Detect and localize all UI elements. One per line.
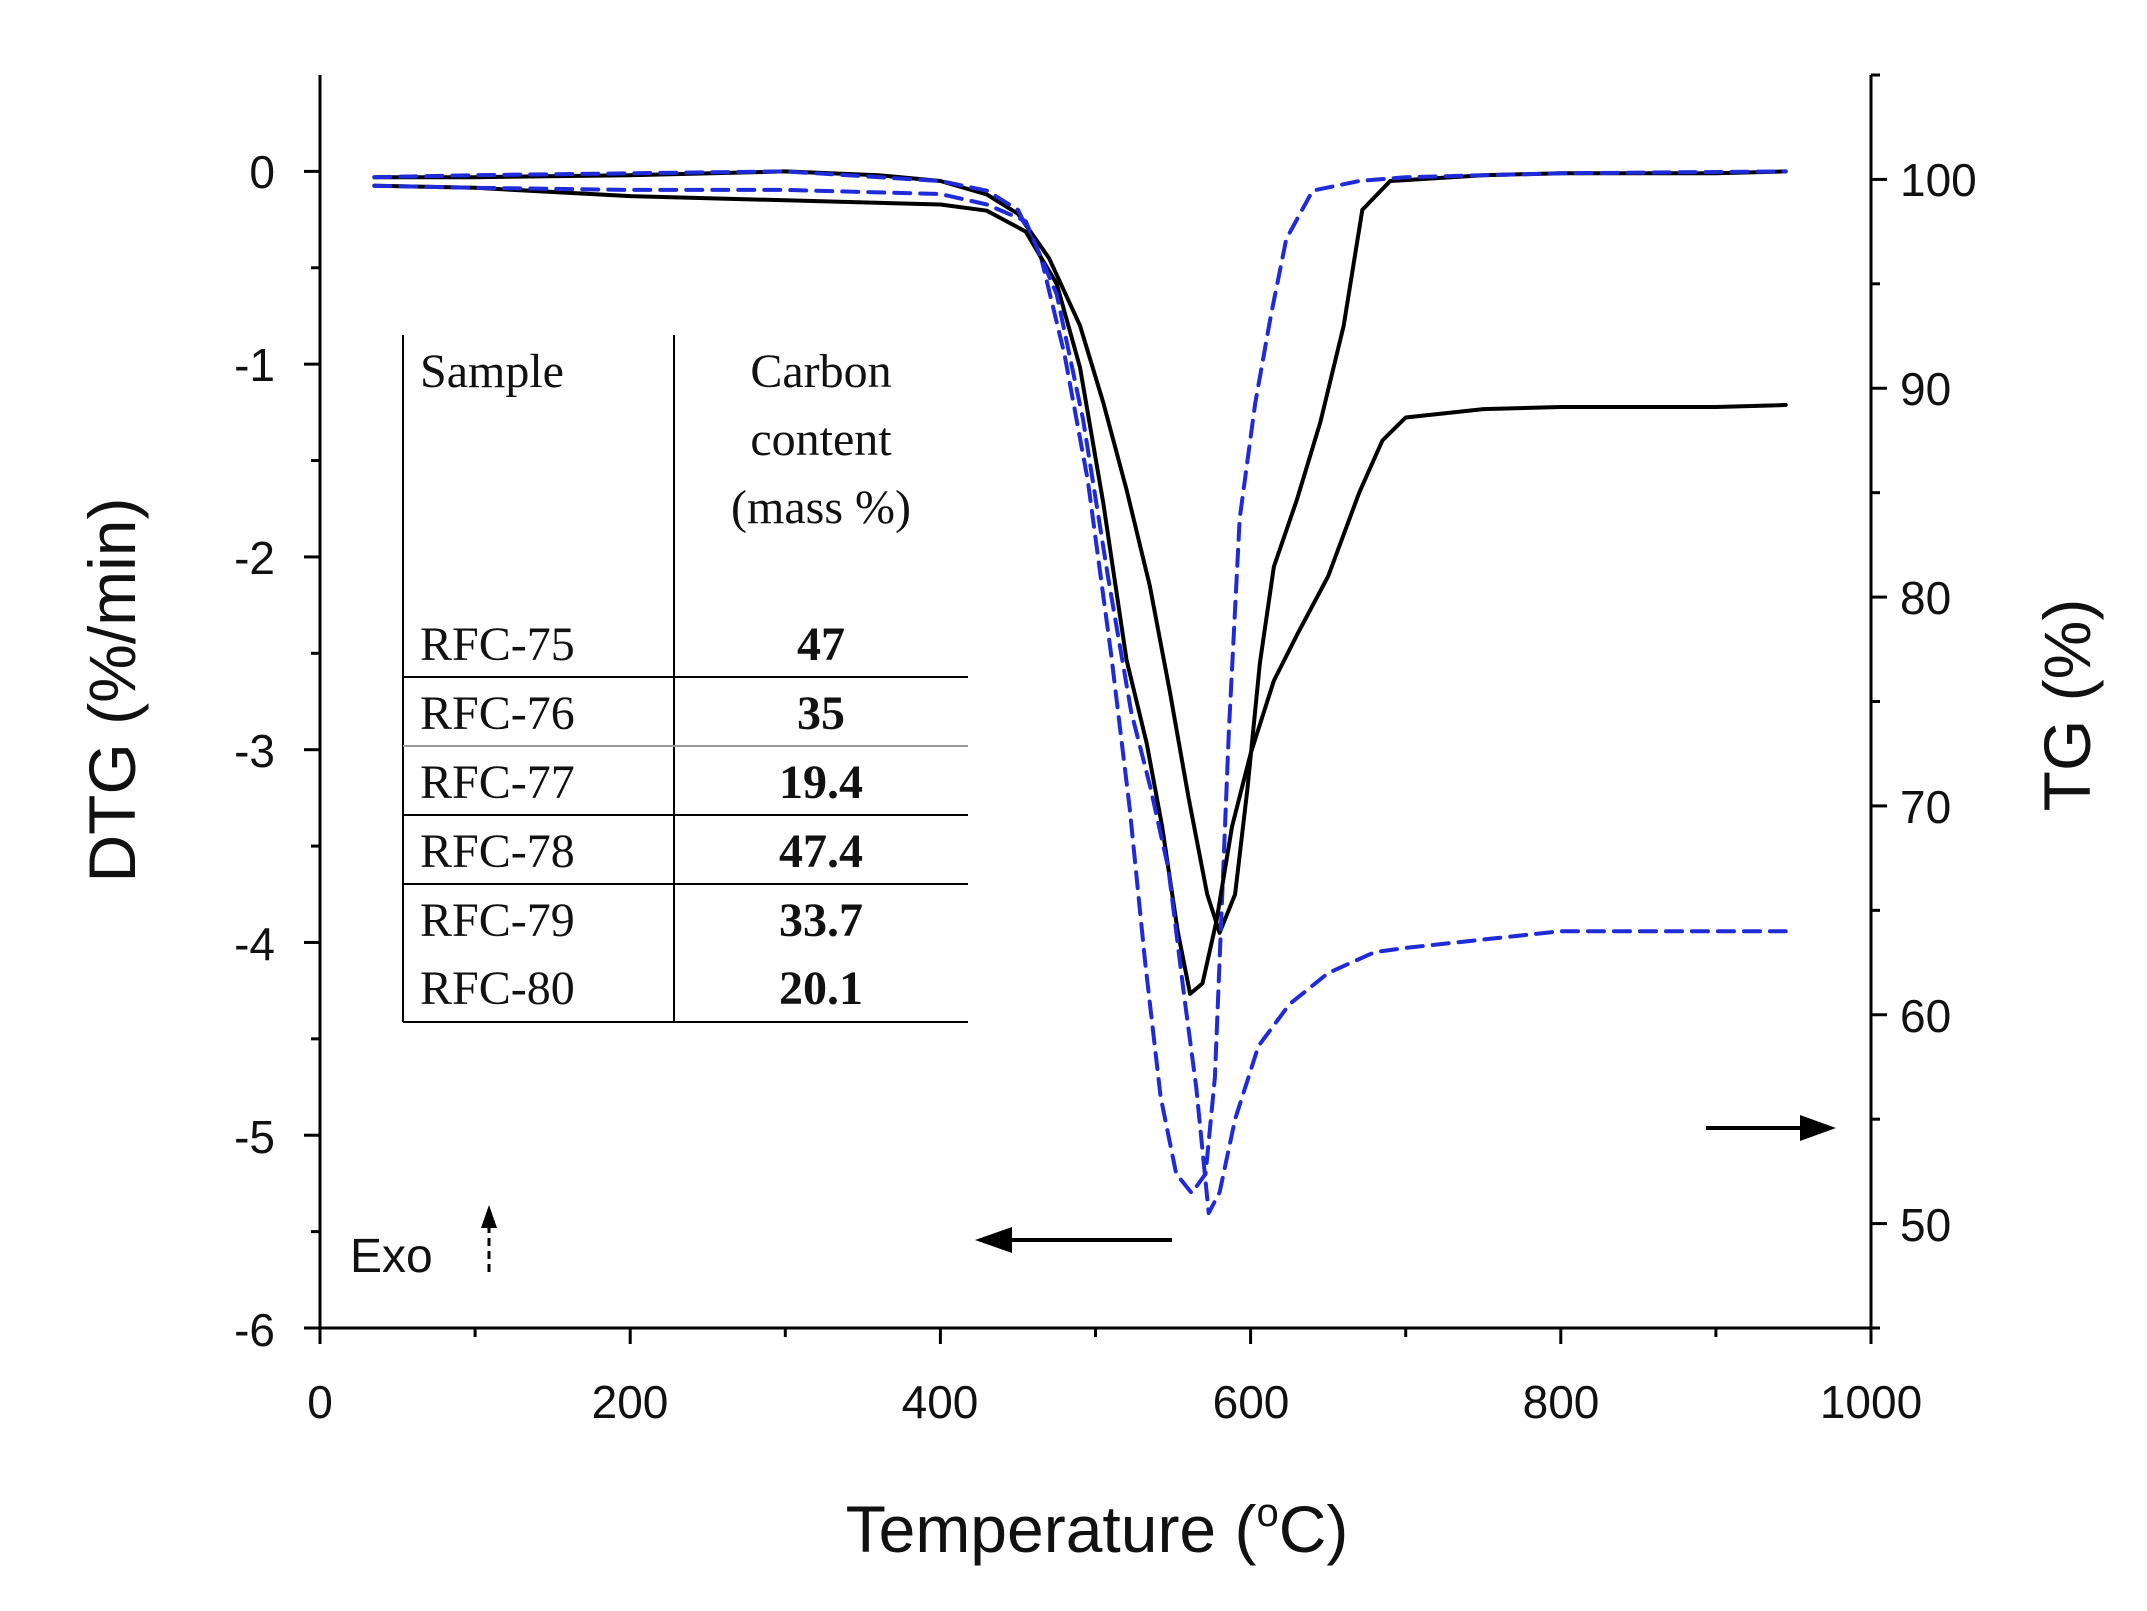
y-left-tick-labels: 0 -1 -2 -3 -4 -5 -6 (234, 146, 275, 1356)
y-left-tick-label: -3 (234, 725, 275, 777)
table-header-content: content (750, 413, 892, 466)
y-right-tick-label: 70 (1900, 781, 1951, 833)
y-left-tick-label: -5 (234, 1111, 275, 1163)
table-cell-sample: RFC-75 (420, 618, 575, 671)
left-arrow-head (975, 1227, 1012, 1253)
x-tick-label: 200 (592, 1376, 669, 1428)
table-cell-sample: RFC-80 (420, 962, 575, 1015)
x-axis-title-unit: C) (1279, 1492, 1349, 1566)
series-line-tg-solid (372, 183, 1788, 996)
y-left-tick-label: 0 (249, 146, 275, 198)
y-left-axis-title: DTG (%/min) (75, 498, 149, 883)
y-right-tick-label: 90 (1900, 363, 1951, 415)
x-tick-label: 0 (307, 1376, 333, 1428)
y-right-ticks (1871, 73, 1887, 1330)
y-right-tick-label: 60 (1900, 990, 1951, 1042)
y-left-ticks (304, 169, 320, 1330)
right-pointing-arrow (1706, 1115, 1836, 1141)
right-arrow-head (1800, 1115, 1836, 1141)
y-left-tick-label: -4 (234, 918, 275, 970)
y-right-tick-label: 100 (1900, 154, 1977, 206)
x-ticks (318, 1328, 1873, 1344)
table-cell-sample: RFC-76 (420, 687, 575, 740)
y-left-tick-label: -6 (234, 1304, 275, 1356)
table-header-mass: (mass %) (731, 481, 911, 534)
y-right-tick-labels: 100 90 80 70 60 50 (1900, 154, 1977, 1251)
x-axis-title: Temperature (oC) (846, 1491, 1349, 1566)
table-cell-carbon: 47.4 (779, 825, 863, 878)
x-tick-label: 400 (902, 1376, 979, 1428)
x-tick-label: 1000 (1820, 1376, 1922, 1428)
table-cell-carbon: 33.7 (779, 894, 863, 947)
table-cell-sample: RFC-78 (420, 825, 575, 878)
y-left-tick-label: -2 (234, 532, 275, 584)
carbon-content-table: Sample Carbon content (mass %) RFC-75 47… (402, 335, 968, 1023)
x-tick-label: 800 (1523, 1376, 1600, 1428)
series-layer (372, 169, 1788, 1216)
y-right-axis-title: TG (%) (2030, 599, 2104, 812)
y-right-tick-label: 80 (1900, 572, 1951, 624)
x-axis-title-main: Temperature ( (846, 1492, 1257, 1566)
table-cell-carbon: 47 (797, 618, 845, 671)
x-tick-labels: 0 200 400 600 800 1000 (307, 1376, 1922, 1428)
table-header-sample: Sample (420, 345, 564, 398)
table-cell-carbon: 19.4 (779, 756, 863, 809)
x-axis-title-degree: o (1256, 1491, 1278, 1535)
series-line-dtg-dashed (372, 169, 1788, 1196)
left-pointing-arrow (975, 1227, 1172, 1253)
table-cell-sample: RFC-79 (420, 894, 575, 947)
y-left-tick-label: -1 (234, 339, 275, 391)
table-cell-carbon: 35 (797, 687, 845, 740)
x-tick-label: 600 (1213, 1376, 1290, 1428)
series-line-tg-dashed (372, 183, 1788, 1216)
table-cell-sample: RFC-77 (420, 756, 575, 809)
exo-annotation: Exo (350, 1230, 433, 1283)
table-cell-carbon: 20.1 (779, 962, 863, 1015)
table-header-carbon: Carbon (750, 345, 891, 398)
y-right-tick-label: 50 (1900, 1199, 1951, 1251)
exo-up-arrow-icon (481, 1205, 497, 1272)
